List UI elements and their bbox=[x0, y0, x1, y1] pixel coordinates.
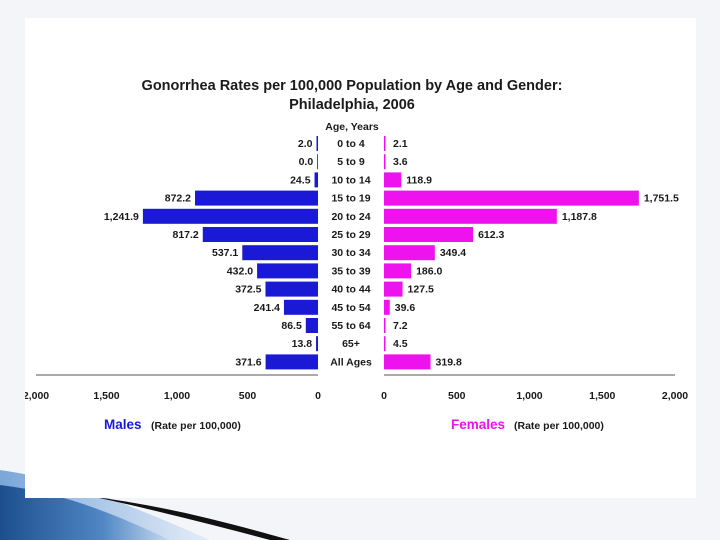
legend-males-unit: (Rate per 100,000) bbox=[151, 420, 241, 432]
category-label-12: All Ages bbox=[330, 356, 372, 368]
bar-females-7 bbox=[384, 263, 412, 279]
category-label-6: 30 to 34 bbox=[331, 247, 370, 259]
label-males-5: 817.2 bbox=[172, 229, 198, 241]
bar-males-4 bbox=[142, 208, 318, 224]
label-males-6: 537.1 bbox=[212, 247, 238, 259]
chart-panel: Gonorrhea Rates per 100,000 Population b… bbox=[25, 18, 696, 498]
bar-females-5 bbox=[384, 227, 474, 242]
category-label-4: 20 to 24 bbox=[331, 211, 370, 223]
tick-males-2: 1,000 bbox=[164, 390, 190, 402]
label-males-1: 0.0 bbox=[299, 156, 314, 168]
category-label-11: 65+ bbox=[342, 338, 360, 350]
tick-females-2: 1,000 bbox=[516, 390, 542, 402]
label-males-12: 371.6 bbox=[235, 356, 261, 368]
label-females-4: 1,187.8 bbox=[562, 211, 597, 223]
label-females-10: 7.2 bbox=[393, 320, 408, 332]
label-females-7: 186.0 bbox=[416, 265, 442, 277]
bar-females-9 bbox=[384, 299, 390, 315]
label-males-0: 2.0 bbox=[298, 138, 313, 150]
bar-males-2 bbox=[314, 172, 318, 188]
label-females-9: 39.6 bbox=[395, 302, 416, 314]
bar-males-5 bbox=[202, 227, 318, 242]
tick-females-1: 500 bbox=[448, 390, 466, 402]
bar-females-1 bbox=[384, 154, 386, 170]
category-label-10: 55 to 64 bbox=[331, 320, 370, 332]
tick-females-4: 2,000 bbox=[662, 390, 688, 402]
bar-males-12 bbox=[265, 354, 318, 370]
bar-males-3 bbox=[195, 190, 318, 206]
bar-females-11 bbox=[384, 336, 386, 352]
bar-males-0 bbox=[316, 136, 318, 151]
bar-females-4 bbox=[384, 208, 557, 224]
tick-group: 2,000 1,500 1,000 500 0 0 500 1,000 1,500 2,000 bbox=[25, 390, 688, 402]
label-females-8: 127.5 bbox=[408, 284, 434, 296]
decor-swoosh-blue bbox=[0, 485, 170, 540]
bar-females-2 bbox=[384, 172, 402, 188]
category-label-8: 40 to 44 bbox=[331, 284, 370, 296]
bar-males-8 bbox=[265, 281, 318, 297]
label-males-10: 86.5 bbox=[281, 320, 302, 332]
bar-males-9 bbox=[283, 299, 318, 315]
label-males-9: 241.4 bbox=[254, 302, 280, 314]
chart-subtitle: Philadelphia, 2006 bbox=[289, 97, 415, 113]
label-males-11: 13.8 bbox=[292, 338, 313, 350]
label-females-0: 2.1 bbox=[393, 138, 408, 150]
label-females-5: 612.3 bbox=[478, 229, 504, 241]
legend-females-unit: (Rate per 100,000) bbox=[514, 420, 604, 432]
category-header: Age, Years bbox=[325, 121, 379, 133]
tick-males-3: 500 bbox=[239, 390, 257, 402]
bar-females-12 bbox=[384, 354, 431, 370]
bar-females-3 bbox=[384, 190, 639, 206]
label-females-6: 349.4 bbox=[440, 247, 466, 259]
bar-males-1 bbox=[317, 154, 318, 170]
bar-females-6 bbox=[384, 245, 435, 261]
bar-males-6 bbox=[242, 245, 318, 261]
tick-males-0: 2,000 bbox=[25, 390, 49, 402]
tick-males-1: 1,500 bbox=[93, 390, 119, 402]
label-males-4: 1,241.9 bbox=[104, 211, 139, 223]
label-females-2: 118.9 bbox=[406, 174, 432, 186]
category-label-9: 45 to 54 bbox=[331, 302, 370, 314]
label-males-8: 372.5 bbox=[235, 284, 261, 296]
decor-swoosh-dark bbox=[95, 497, 290, 540]
tick-females-0: 0 bbox=[381, 390, 387, 402]
legend-females: Females bbox=[451, 417, 505, 432]
category-label-5: 25 to 29 bbox=[331, 229, 370, 241]
label-females-3: 1,751.5 bbox=[644, 193, 679, 205]
category-label-1: 5 to 9 bbox=[337, 156, 365, 168]
label-males-7: 432.0 bbox=[227, 265, 253, 277]
tick-females-3: 1,500 bbox=[589, 390, 615, 402]
bar-group: 2.0 2.1 0 to 4 0.0 3.6 5 to 9 24.5 118.9 10 to 1… bbox=[104, 136, 679, 370]
bar-males-10 bbox=[305, 318, 318, 333]
tick-males-4: 0 bbox=[315, 390, 321, 402]
label-males-2: 24.5 bbox=[290, 174, 311, 186]
category-label-7: 35 to 39 bbox=[331, 265, 370, 277]
label-females-12: 319.8 bbox=[436, 356, 462, 368]
bar-females-8 bbox=[384, 281, 403, 297]
category-label-2: 10 to 14 bbox=[331, 174, 370, 186]
legend-males: Males bbox=[104, 417, 142, 432]
chart-title: Gonorrhea Rates per 100,000 Population b… bbox=[142, 78, 563, 94]
bar-females-10 bbox=[384, 318, 386, 333]
population-pyramid-chart: Gonorrhea Rates per 100,000 Population b… bbox=[25, 78, 688, 432]
label-males-3: 872.2 bbox=[165, 193, 191, 205]
label-females-11: 4.5 bbox=[393, 338, 408, 350]
label-females-1: 3.6 bbox=[393, 156, 408, 168]
category-label-3: 15 to 19 bbox=[331, 193, 370, 205]
bar-males-11 bbox=[316, 336, 318, 352]
category-label-0: 0 to 4 bbox=[337, 138, 365, 150]
bar-females-0 bbox=[384, 136, 386, 151]
bar-males-7 bbox=[257, 263, 318, 279]
